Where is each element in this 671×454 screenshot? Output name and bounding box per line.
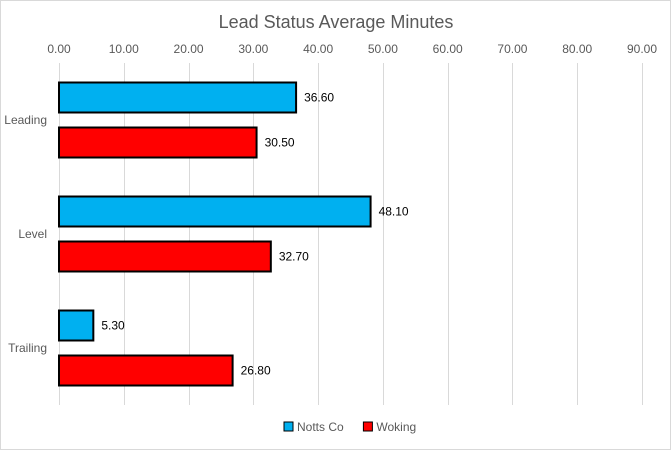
x-tick-label: 30.00 <box>238 42 268 56</box>
legend-label: Notts Co <box>297 420 344 434</box>
x-tick-label: 0.00 <box>47 42 71 56</box>
x-axis-ticks: 0.00 10.00 20.00 30.00 40.00 50.00 60.00 70.00 8… <box>47 42 657 56</box>
bar <box>58 240 272 273</box>
x-tick-label: 20.00 <box>174 42 204 56</box>
bar <box>58 354 234 387</box>
chart-title: Lead Status Average Minutes <box>219 12 454 32</box>
category-labels: Leading Level Trailing <box>4 113 47 355</box>
legend: Notts Co Woking <box>283 420 416 434</box>
grid-lines <box>59 63 643 405</box>
category-label: Trailing <box>8 341 47 355</box>
x-tick-label: 60.00 <box>433 42 463 56</box>
x-tick-label: 90.00 <box>627 42 657 56</box>
data-label: 26.80 <box>241 364 271 378</box>
legend-swatch <box>362 421 373 432</box>
category-label: Level <box>18 227 47 241</box>
data-label: 48.10 <box>379 205 409 219</box>
bars <box>58 81 372 387</box>
bar <box>58 126 258 159</box>
data-label: 36.60 <box>304 91 334 105</box>
x-tick-label: 80.00 <box>562 42 592 56</box>
x-tick-label: 70.00 <box>497 42 527 56</box>
bar <box>58 195 372 228</box>
x-tick-label: 10.00 <box>109 42 139 56</box>
legend-label: Woking <box>376 420 416 434</box>
x-tick-label: 40.00 <box>303 42 333 56</box>
data-label: 32.70 <box>279 250 309 264</box>
category-label: Leading <box>4 113 47 127</box>
legend-swatch <box>283 421 294 432</box>
data-label: 5.30 <box>101 319 125 333</box>
x-tick-label: 50.00 <box>368 42 398 56</box>
data-label: 30.50 <box>265 136 295 150</box>
bar <box>58 81 298 114</box>
bar <box>58 309 95 342</box>
data-labels: 36.60 30.50 48.10 32.70 5.30 26.80 <box>101 91 409 378</box>
